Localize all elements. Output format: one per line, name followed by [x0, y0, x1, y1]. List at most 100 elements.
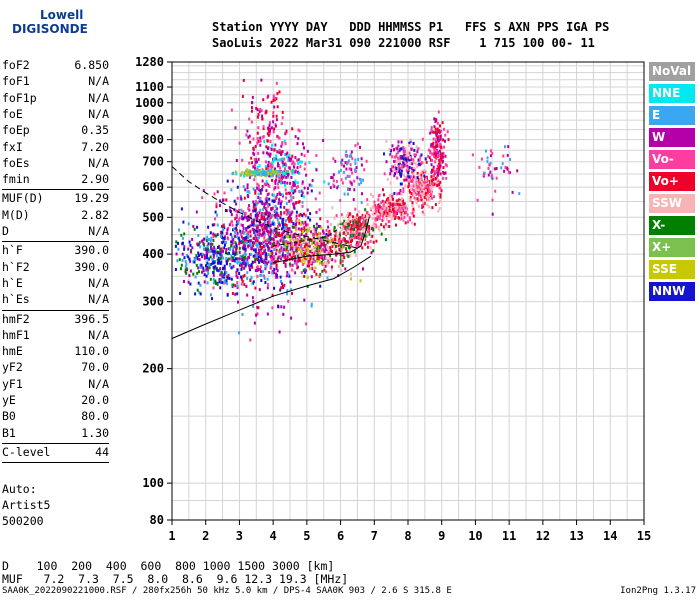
echo-point: [369, 207, 372, 211]
echo-point: [203, 280, 206, 284]
echo-point: [405, 178, 408, 182]
echo-point: [213, 192, 216, 196]
echo-point: [410, 221, 413, 225]
echo-point: [243, 244, 246, 248]
echo-point: [392, 210, 395, 214]
echo-point: [254, 233, 257, 237]
echo-point: [261, 117, 264, 121]
echo-point: [345, 231, 348, 235]
echo-point: [236, 231, 239, 235]
echo-point: [414, 175, 417, 179]
echo-point: [390, 217, 393, 221]
echo-point: [234, 252, 236, 256]
echo-point: [299, 227, 302, 231]
x-tick-label: 14: [603, 529, 617, 543]
echo-point: [209, 242, 212, 246]
echo-point: [199, 283, 202, 287]
echo-point: [365, 221, 368, 224]
echo-point: [387, 196, 390, 200]
echo-point: [254, 158, 257, 161]
echo-point: [412, 188, 415, 192]
echo-point: [349, 228, 352, 232]
echo-point: [260, 109, 263, 113]
param-value: N/A: [88, 224, 109, 238]
echo-point: [373, 200, 376, 204]
echo-point: [491, 198, 494, 202]
echo-point: [261, 212, 264, 215]
echo-point: [300, 245, 302, 249]
echo-point: [430, 126, 433, 129]
echo-point: [420, 195, 423, 199]
echo-point: [183, 280, 185, 283]
trace-curve: [273, 217, 370, 264]
echo-point: [278, 231, 281, 235]
echo-point: [307, 229, 310, 232]
echo-point: [259, 259, 262, 263]
echo-point: [316, 242, 319, 246]
echo-point: [212, 265, 215, 269]
echo-point: [265, 199, 268, 203]
echo-point: [295, 214, 298, 218]
echo-point: [251, 106, 253, 110]
echo-point: [493, 167, 496, 171]
echo-point: [249, 140, 252, 144]
echo-point: [419, 187, 422, 191]
echo-point: [399, 200, 402, 204]
echo-point: [226, 252, 229, 256]
echo-point: [369, 246, 372, 250]
echo-point: [251, 95, 254, 99]
legend-item: W: [649, 128, 695, 147]
echo-point: [203, 254, 206, 257]
echo-point: [287, 191, 290, 195]
echo-point: [349, 254, 352, 258]
echo-point: [367, 241, 370, 245]
echo-point: [424, 180, 427, 184]
echo-point: [292, 188, 295, 192]
echo-point: [263, 250, 266, 254]
echo-point: [244, 241, 247, 245]
x-tick-label: 10: [468, 529, 482, 543]
echo-point: [415, 192, 418, 196]
echo-point: [286, 289, 289, 293]
echo-point: [425, 190, 428, 194]
echo-point: [256, 305, 259, 309]
echo-point: [225, 232, 228, 236]
echo-point: [270, 214, 273, 218]
echo-point: [404, 152, 407, 156]
echo-point: [423, 196, 426, 200]
echo-point: [420, 161, 423, 165]
echo-point: [391, 203, 394, 207]
echo-point: [251, 220, 253, 224]
echo-point: [440, 152, 443, 156]
y-tick-label: 300: [142, 295, 164, 309]
echo-point: [376, 214, 379, 218]
echo-point: [241, 215, 243, 219]
echo-point: [260, 171, 263, 175]
echo-point: [409, 195, 412, 199]
echo-point: [357, 232, 359, 236]
echo-point: [227, 273, 230, 277]
echo-point: [354, 162, 357, 165]
echo-point: [276, 105, 279, 109]
echo-point: [270, 245, 273, 249]
echo-point: [252, 147, 255, 151]
y-tick-label: 80: [150, 513, 164, 527]
echo-point: [267, 283, 270, 287]
echo-point: [415, 180, 418, 184]
echo-point: [268, 217, 271, 221]
echo-point: [253, 228, 256, 232]
echo-point: [257, 157, 260, 161]
echo-point: [269, 264, 272, 268]
echo-point: [345, 233, 348, 237]
echo-point: [295, 238, 298, 242]
echo-point: [351, 171, 354, 175]
echo-point: [273, 171, 275, 175]
echo-point: [412, 214, 415, 218]
echo-point: [355, 221, 358, 225]
param-row: foE N/A: [2, 107, 109, 123]
echo-point: [291, 268, 294, 272]
echo-point: [245, 239, 248, 243]
echo-point: [264, 281, 267, 284]
echo-point: [275, 211, 278, 215]
echo-point: [378, 217, 381, 221]
